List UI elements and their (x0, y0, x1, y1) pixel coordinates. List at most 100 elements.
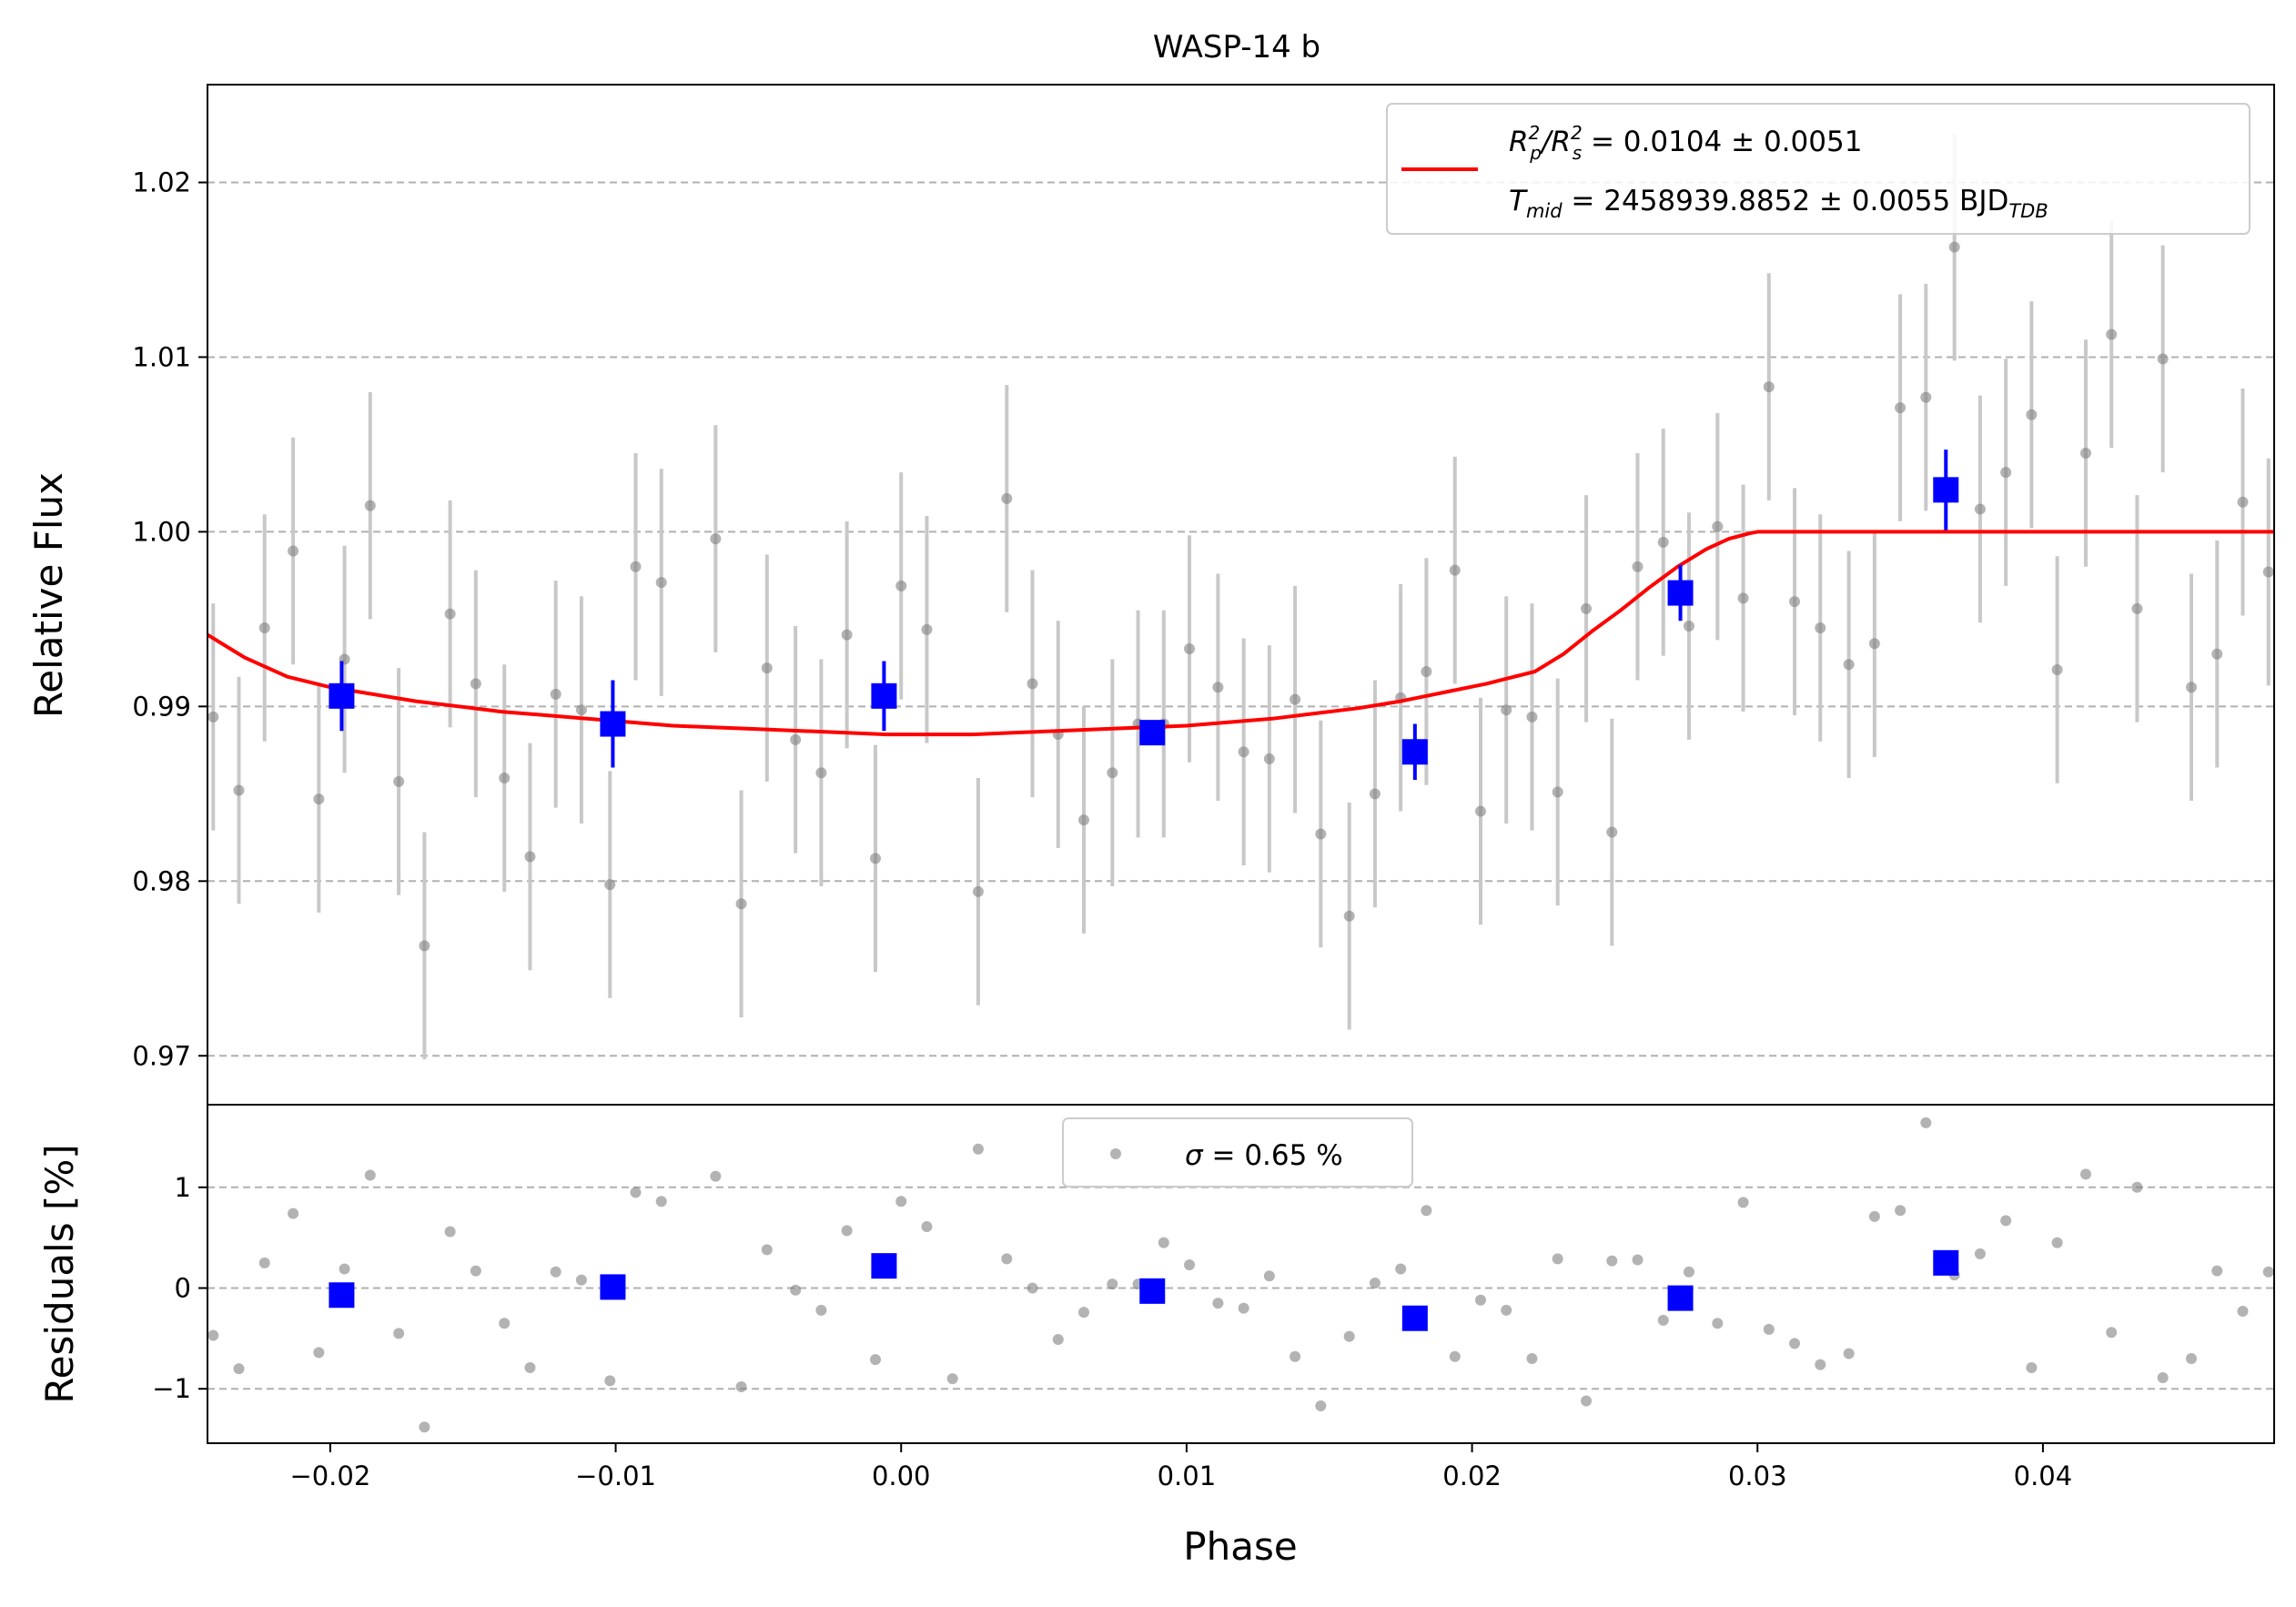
residual-binned-point (871, 1253, 897, 1279)
residual-raw-point (841, 1225, 853, 1237)
flux-raw-point (1001, 492, 1013, 504)
residual-raw-point (710, 1170, 722, 1182)
residual-y-tick-label: 1 (175, 1172, 191, 1203)
residual-legend: σ = 0.65 % (1062, 1117, 1413, 1188)
flux-raw-point (604, 879, 616, 891)
residual-raw-point (233, 1363, 245, 1375)
residual-raw-point (1657, 1314, 1669, 1326)
flux-raw-point (2026, 409, 2038, 420)
residual-binned-points (329, 1249, 1959, 1331)
flux-legend-box (1386, 103, 2250, 235)
flux-raw-point (1581, 602, 1593, 614)
residual-raw-point (2051, 1237, 2063, 1248)
residual-raw-point (761, 1244, 773, 1256)
flux-y-tick-label: 0.98 (132, 865, 191, 896)
residual-y-axis-label: Residuals [%] (37, 1144, 82, 1403)
flux-raw-point (1184, 643, 1196, 655)
residual-raw-point (444, 1226, 456, 1238)
flux-raw-point (1606, 826, 1618, 838)
residual-raw-point (313, 1347, 325, 1359)
flux-binned-point (1401, 739, 1428, 765)
flux-legend: R2 p/R2 s = 0.0104 ± 0.0051 Tmid = 2458939… (1386, 103, 2250, 235)
residual-raw-point (575, 1274, 587, 1286)
residual-raw-point (1815, 1359, 1826, 1370)
flux-raw-point (1683, 621, 1694, 632)
residual-raw-point (1712, 1318, 1724, 1329)
flux-raw-point (2000, 467, 2012, 479)
flux-raw-point (470, 678, 481, 690)
residual-binned-point (1401, 1305, 1428, 1331)
flux-raw-point (630, 561, 642, 572)
flux-raw-point (393, 775, 405, 787)
residual-raw-point (1052, 1333, 1064, 1345)
residual-raw-point (1683, 1266, 1694, 1278)
flux-raw-point (575, 704, 587, 716)
flux-y-tick-label: 1.01 (132, 341, 191, 372)
flux-raw-point (1077, 814, 1089, 826)
residual-raw-point (1737, 1197, 1749, 1208)
residual-binned-point (1667, 1285, 1694, 1311)
residual-raw-point (2106, 1327, 2118, 1339)
residual-raw-point (1552, 1253, 1563, 1265)
flux-raw-point (1238, 746, 1249, 758)
flux-raw-point (972, 885, 984, 897)
x-tick-label: 0.03 (1728, 1460, 1787, 1491)
flux-raw-point (1263, 753, 1275, 764)
flux-y-tick-label: 0.99 (132, 691, 191, 722)
flux-raw-point (1712, 521, 1724, 532)
flux-raw-point (2211, 648, 2223, 660)
flux-raw-point (1948, 241, 1960, 253)
residual-raw-point (2131, 1181, 2143, 1193)
flux-raw-point (1526, 711, 1538, 723)
residual-raw-point (1077, 1307, 1089, 1319)
residual-raw-point (790, 1284, 802, 1296)
flux-raw-point (2131, 602, 2143, 614)
residual-raw-point (524, 1361, 536, 1373)
residual-raw-point (1526, 1353, 1538, 1364)
flux-raw-point (2051, 664, 2063, 676)
residual-raw-point (1581, 1395, 1593, 1407)
residual-raw-point (1263, 1270, 1275, 1282)
flux-raw-point (2079, 448, 2091, 460)
flux-raw-point (1815, 622, 1826, 633)
x-tick-label: 0.04 (2014, 1460, 2073, 1491)
residual-raw-point (1369, 1277, 1381, 1289)
flux-raw-point (1868, 638, 1880, 650)
flux-raw-point (1763, 381, 1775, 393)
residual-raw-point (1421, 1205, 1432, 1217)
flux-y-tick-label: 0.97 (132, 1040, 191, 1071)
residual-raw-point (895, 1196, 907, 1208)
residual-raw-point (1238, 1302, 1249, 1314)
residual-raw-point (1158, 1237, 1169, 1248)
flux-raw-point (2262, 566, 2274, 578)
flux-raw-point (444, 608, 456, 620)
flux-raw-point (1974, 503, 1986, 515)
x-tick-label: 0.01 (1158, 1460, 1217, 1491)
residual-legend-box (1062, 1117, 1413, 1188)
flux-raw-point (207, 711, 219, 723)
flux-raw-point (288, 545, 299, 557)
flux-raw-point (1895, 402, 1907, 414)
residual-raw-point (2079, 1168, 2091, 1180)
residual-binned-point (329, 1282, 355, 1309)
flux-raw-point (710, 533, 722, 545)
residual-raw-point (470, 1265, 481, 1277)
flux-raw-point (550, 688, 561, 700)
flux-raw-point (1474, 805, 1486, 817)
residual-raw-point (499, 1318, 511, 1329)
residual-raw-point (1763, 1323, 1775, 1335)
flux-raw-point (1315, 828, 1327, 840)
residual-raw-point (1606, 1255, 1618, 1267)
flux-raw-point (524, 851, 536, 863)
flux-raw-point (1107, 767, 1118, 779)
residual-raw-point (1107, 1279, 1118, 1290)
residual-raw-point (1501, 1304, 1512, 1316)
flux-raw-point (313, 793, 325, 805)
flux-binned-point (871, 682, 897, 709)
residual-raw-point (735, 1381, 747, 1392)
flux-raw-point (1843, 659, 1855, 671)
residual-raw-point (2262, 1266, 2274, 1278)
flux-raw-point (2186, 682, 2198, 693)
